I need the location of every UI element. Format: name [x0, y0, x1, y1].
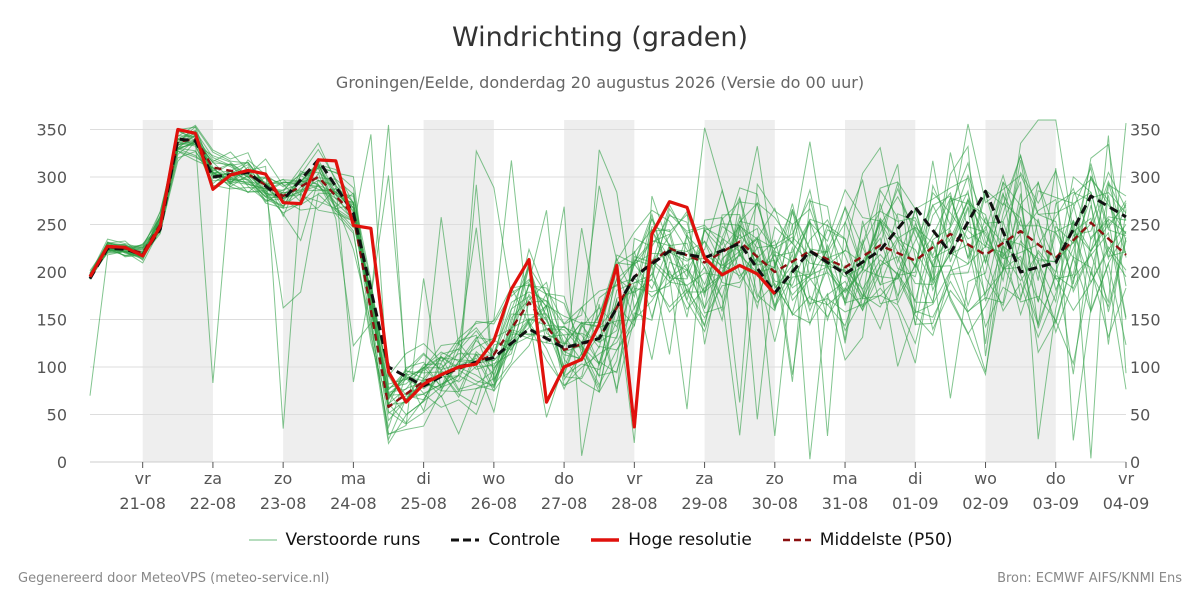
- wind-direction-chart: 0 0 50 50 100 100 150 150 200 200 250 250 300 300 350 3…: [36, 119, 1161, 514]
- axes: 0 0 50 50 100 100 150 150 200 200 250 250 300 300 350 3…: [36, 121, 1160, 514]
- y-tick-right-100: 100: [1130, 358, 1161, 377]
- x-tick-day-2: zo: [274, 469, 292, 488]
- legend-control: Controle: [450, 530, 560, 550]
- x-tick-day-3: ma: [341, 469, 366, 488]
- x-tick-date-7: 28-08: [611, 494, 658, 513]
- x-tick-day-13: do: [1046, 469, 1066, 488]
- x-tick-date-14: 04-09: [1103, 494, 1150, 513]
- y-tick-right-50: 50: [1130, 406, 1150, 425]
- ensemble-run-23: [89, 130, 1127, 440]
- chart-title: Windrichting (graden): [451, 22, 749, 53]
- chart-subtitle: Groningen/Eelde, donderdag 20 augustus 2…: [335, 73, 865, 92]
- y-tick-left-200: 200: [36, 263, 67, 282]
- x-tick-day-7: vr: [626, 469, 642, 488]
- legend-high-res: Hoge resolutie: [590, 530, 752, 550]
- x-tick-date-6: 27-08: [541, 494, 588, 513]
- legend-control-swatch: [451, 538, 480, 542]
- legend-median-label: Middelste (P50): [819, 530, 953, 550]
- legend-median: Middelste (P50): [782, 530, 953, 550]
- series-controle: [88, 137, 1127, 388]
- x-tick-date-12: 02-09: [962, 494, 1009, 513]
- x-tick-day-11: di: [908, 469, 923, 488]
- footer-source: Bron: ECMWF AIFS/KNMI Ens: [997, 571, 1182, 586]
- x-tick-date-9: 30-08: [752, 494, 799, 513]
- x-tick-day-4: di: [416, 469, 431, 488]
- x-tick-date-3: 24-08: [330, 494, 377, 513]
- y-tick-left-300: 300: [36, 168, 67, 187]
- x-tick-day-0: vr: [135, 469, 151, 488]
- y-tick-left-150: 150: [36, 311, 67, 330]
- x-tick-day-14: vr: [1118, 469, 1134, 488]
- y-tick-left-350: 350: [36, 121, 67, 140]
- y-tick-right-250: 250: [1130, 216, 1161, 235]
- x-tick-date-8: 29-08: [681, 494, 728, 513]
- legend-ensemble: Verstoorde runs: [248, 530, 421, 550]
- series-hoge-resolutie: [88, 127, 777, 429]
- y-tick-right-200: 200: [1130, 263, 1161, 282]
- x-tick-day-12: wo: [974, 469, 997, 488]
- y-tick-left-50: 50: [47, 406, 67, 425]
- legend-high-res-swatch: [591, 538, 620, 542]
- ensemble-run-24: [89, 141, 1127, 399]
- x-tick-day-8: za: [695, 469, 713, 488]
- legend-high-res-label: Hoge resolutie: [628, 530, 752, 550]
- shade-band-0: [142, 120, 213, 462]
- legend-median-swatch: [782, 538, 811, 542]
- legend-ensemble-swatch: [248, 539, 277, 541]
- x-tick-date-13: 03-09: [1033, 494, 1080, 513]
- y-tick-left-250: 250: [36, 216, 67, 235]
- x-tick-date-11: 01-09: [892, 494, 939, 513]
- x-tick-date-2: 23-08: [260, 494, 307, 513]
- y-tick-left-0: 0: [57, 453, 67, 472]
- x-tick-date-10: 31-08: [822, 494, 869, 513]
- x-tick-day-5: wo: [482, 469, 505, 488]
- x-tick-date-0: 21-08: [119, 494, 166, 513]
- x-tick-day-6: do: [554, 469, 574, 488]
- ensemble-run-26: [89, 147, 1127, 429]
- y-tick-right-150: 150: [1130, 311, 1161, 330]
- ensemble-run-29: [89, 138, 1127, 459]
- y-tick-right-350: 350: [1130, 121, 1161, 140]
- main-series: [88, 127, 1127, 429]
- legend-ensemble-label: Verstoorde runs: [285, 530, 421, 550]
- y-tick-right-0: 0: [1130, 453, 1140, 472]
- x-tick-day-9: zo: [766, 469, 784, 488]
- footer-generated-by: Gegenereerd door MeteoVPS (meteo-service…: [18, 571, 330, 586]
- y-tick-left-100: 100: [36, 358, 67, 377]
- legend-control-label: Controle: [488, 530, 561, 550]
- x-tick-date-5: 26-08: [471, 494, 518, 513]
- x-tick-date-1: 22-08: [190, 494, 237, 513]
- x-tick-date-4: 25-08: [400, 494, 447, 513]
- ensemble-run-22: [89, 123, 1127, 422]
- legend: Verstoorde runs Controle Hoge resolutie …: [0, 530, 1200, 550]
- x-tick-day-1: za: [204, 469, 222, 488]
- ensemble-run-25: [89, 133, 1127, 436]
- y-tick-right-300: 300: [1130, 168, 1161, 187]
- x-tick-day-10: ma: [832, 469, 857, 488]
